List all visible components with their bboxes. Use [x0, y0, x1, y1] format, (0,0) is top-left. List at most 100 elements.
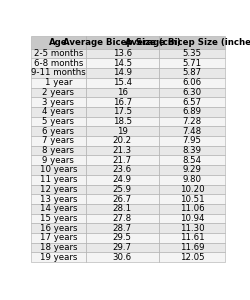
Text: 5.71: 5.71 — [182, 59, 202, 68]
Bar — [159, 68, 225, 78]
Text: 8.39: 8.39 — [182, 146, 202, 155]
Text: 28.1: 28.1 — [113, 204, 132, 213]
Text: 30.6: 30.6 — [113, 253, 132, 262]
Bar — [31, 175, 86, 184]
Bar — [31, 155, 86, 165]
Bar — [86, 194, 159, 204]
Bar — [86, 58, 159, 68]
Text: 13.6: 13.6 — [113, 49, 132, 58]
Text: 28.7: 28.7 — [113, 224, 132, 233]
Bar — [86, 117, 159, 126]
Bar — [31, 204, 86, 214]
Text: 14.5: 14.5 — [113, 59, 132, 68]
Text: 6.06: 6.06 — [182, 78, 202, 87]
Text: 9 years: 9 years — [42, 156, 74, 165]
Text: 18.5: 18.5 — [113, 117, 132, 126]
Bar — [86, 49, 159, 58]
Bar — [159, 117, 225, 126]
Text: 17.5: 17.5 — [113, 107, 132, 116]
Text: 10.94: 10.94 — [180, 214, 204, 223]
Text: 12.05: 12.05 — [180, 253, 204, 262]
Text: 19 years: 19 years — [40, 253, 77, 262]
Bar — [159, 146, 225, 155]
Text: 27.8: 27.8 — [113, 214, 132, 223]
Text: 11.61: 11.61 — [180, 233, 204, 242]
Text: 14.9: 14.9 — [113, 68, 132, 77]
Text: 14 years: 14 years — [40, 204, 77, 213]
Bar — [159, 126, 225, 136]
Bar — [86, 252, 159, 262]
Bar — [86, 204, 159, 214]
Text: 5 years: 5 years — [42, 117, 74, 126]
Text: 2-5 months: 2-5 months — [34, 49, 83, 58]
Bar — [159, 78, 225, 88]
Bar — [86, 184, 159, 194]
Bar — [31, 184, 86, 194]
Bar — [159, 97, 225, 107]
Text: 7.95: 7.95 — [182, 136, 202, 146]
Text: 6-8 months: 6-8 months — [34, 59, 83, 68]
Bar — [31, 223, 86, 233]
Text: 6.89: 6.89 — [182, 107, 202, 116]
Bar — [86, 126, 159, 136]
Bar — [86, 223, 159, 233]
Text: 7.28: 7.28 — [182, 117, 202, 126]
Text: 15.4: 15.4 — [113, 78, 132, 87]
Text: 25.9: 25.9 — [113, 185, 132, 194]
Bar — [31, 68, 86, 78]
Text: 10.20: 10.20 — [180, 185, 204, 194]
Bar — [159, 243, 225, 252]
Text: 6.30: 6.30 — [182, 88, 202, 97]
Text: 7.48: 7.48 — [182, 127, 202, 136]
Bar — [86, 155, 159, 165]
Bar — [159, 223, 225, 233]
Text: 21.7: 21.7 — [113, 156, 132, 165]
Bar — [86, 165, 159, 175]
Text: 10.51: 10.51 — [180, 195, 204, 204]
Bar — [86, 233, 159, 243]
Bar — [159, 204, 225, 214]
Bar — [159, 107, 225, 117]
Text: 10 years: 10 years — [40, 166, 77, 175]
Text: 6 years: 6 years — [42, 127, 74, 136]
Bar — [31, 88, 86, 97]
Bar — [31, 146, 86, 155]
Bar — [31, 78, 86, 88]
Bar — [31, 97, 86, 107]
Text: Average Bicep Size (cm): Average Bicep Size (cm) — [64, 38, 181, 47]
Bar — [31, 126, 86, 136]
Text: 24.9: 24.9 — [113, 175, 132, 184]
Bar — [31, 243, 86, 252]
Text: 15 years: 15 years — [40, 214, 77, 223]
Bar — [159, 88, 225, 97]
Bar — [159, 184, 225, 194]
Text: 17 years: 17 years — [40, 233, 77, 242]
Text: 6.57: 6.57 — [182, 98, 202, 106]
Text: 11.69: 11.69 — [180, 243, 204, 252]
Bar — [159, 214, 225, 223]
Text: 5.35: 5.35 — [182, 49, 202, 58]
Text: 16.7: 16.7 — [113, 98, 132, 106]
Bar — [86, 175, 159, 184]
Bar — [86, 78, 159, 88]
Text: 26.7: 26.7 — [113, 195, 132, 204]
Bar — [159, 36, 225, 49]
Text: Average Bicep Size (inches): Average Bicep Size (inches) — [124, 38, 250, 47]
Bar — [31, 214, 86, 223]
Bar — [86, 146, 159, 155]
Text: 19: 19 — [117, 127, 128, 136]
Text: 11.30: 11.30 — [180, 224, 204, 233]
Text: 11 years: 11 years — [40, 175, 77, 184]
Text: 3 years: 3 years — [42, 98, 74, 106]
Bar — [31, 165, 86, 175]
Bar — [86, 214, 159, 223]
Bar — [159, 194, 225, 204]
Text: 4 years: 4 years — [42, 107, 74, 116]
Bar — [31, 36, 86, 49]
Text: 11.06: 11.06 — [180, 204, 204, 213]
Text: Age: Age — [49, 38, 68, 47]
Text: 12 years: 12 years — [40, 185, 77, 194]
Bar — [86, 68, 159, 78]
Bar — [159, 58, 225, 68]
Bar — [159, 252, 225, 262]
